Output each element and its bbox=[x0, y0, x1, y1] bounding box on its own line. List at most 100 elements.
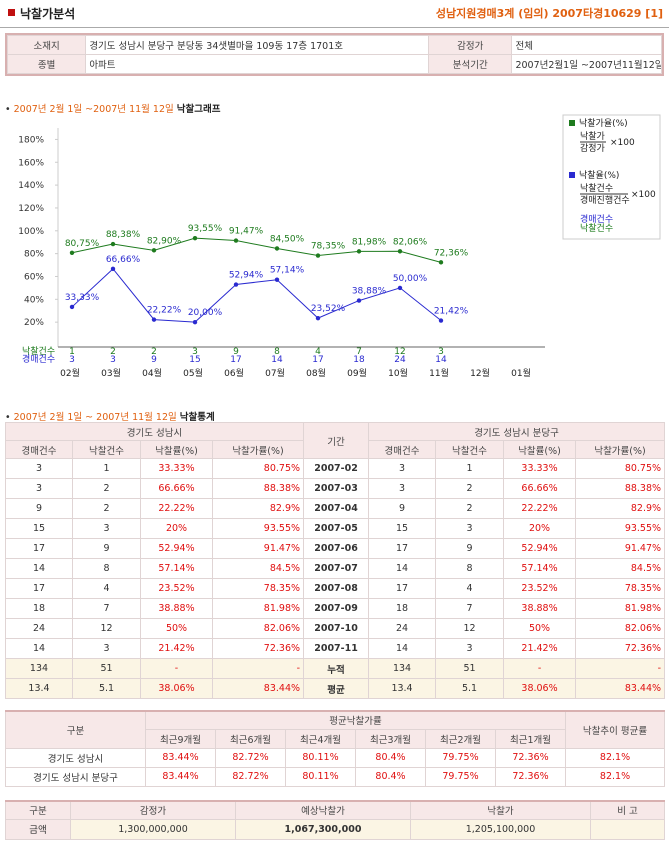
stats-cell: 24 bbox=[368, 618, 437, 639]
stats-cell: 38.88% bbox=[140, 598, 213, 619]
stats-cell: 134 bbox=[368, 658, 437, 679]
stats-cell: 2 bbox=[72, 498, 141, 519]
stats-cell: 13.4 bbox=[5, 678, 73, 699]
y-tick-label: 80% bbox=[24, 250, 44, 260]
legend-numerator: 낙찰가 bbox=[580, 131, 605, 142]
stats-cell: - bbox=[503, 658, 577, 679]
stats-cell: 91.47% bbox=[211, 538, 305, 559]
stats-cell: - bbox=[140, 658, 213, 679]
series-line bbox=[71, 268, 442, 323]
data-label: 33,33% bbox=[65, 293, 100, 303]
stats-cell: 평균 bbox=[303, 678, 370, 699]
column-header: 낙찰가률(%) bbox=[211, 440, 305, 459]
count-value: 3 bbox=[438, 347, 444, 357]
y-tick-label: 20% bbox=[24, 318, 44, 328]
info-label: 종별 bbox=[6, 54, 87, 74]
data-point bbox=[438, 318, 444, 323]
stats-cell: 50% bbox=[503, 618, 577, 639]
stats-row: 9 2 22.22% 82.9% 2007-04 9 2 22.22% 82.9% bbox=[5, 498, 666, 519]
y-tick-label: 160% bbox=[18, 158, 44, 168]
price-header: 예상낙찰가 bbox=[235, 800, 411, 820]
period-header: 기간 bbox=[303, 422, 370, 459]
data-label: 21,42% bbox=[434, 307, 469, 317]
stats-cell: 134 bbox=[5, 658, 73, 679]
count-value: 14 bbox=[271, 355, 283, 365]
stats-cell: 91.47% bbox=[575, 538, 666, 559]
data-point bbox=[151, 248, 157, 253]
x-tick-label: 09월 bbox=[347, 367, 367, 379]
legend-denominator: 경매진행건수 bbox=[580, 194, 630, 206]
avg-cell: 72.36% bbox=[494, 747, 567, 768]
data-label: 22,22% bbox=[147, 306, 182, 316]
stats-cell: 2007-07 bbox=[303, 558, 370, 579]
stats-row: 15 3 20% 93.55% 2007-05 15 3 20% 93.55% bbox=[5, 518, 666, 539]
stats-cell: 81.98% bbox=[575, 598, 666, 619]
price-header: 구분 bbox=[5, 800, 71, 820]
count-value: 9 bbox=[151, 355, 157, 365]
stats-cell: 24 bbox=[5, 618, 73, 639]
stats-cell: - bbox=[211, 658, 305, 679]
stats-cell: 21.42% bbox=[503, 638, 577, 659]
stats-cell: 72.36% bbox=[211, 638, 305, 659]
x-tick-label: 07월 bbox=[265, 367, 285, 379]
legend-denominator: 감정가 bbox=[580, 142, 605, 154]
stats-cell: 3 bbox=[72, 638, 141, 659]
average-table: 구분 평균낙찰가률 낙찰추이 평균률 최근9개월 최근6개월 최근4개월 최근3개월 최근2… bbox=[5, 710, 666, 787]
stats-cell: 83.44% bbox=[575, 678, 666, 699]
stats-row: 3 2 66.66% 88.38% 2007-03 3 2 66.66% 88.38% bbox=[5, 478, 666, 499]
stats-cell: 14 bbox=[5, 558, 73, 579]
info-row: 종별 아파트 분석기간 2007년2월1일 ~2007년11월12일 bbox=[6, 54, 662, 74]
series-line bbox=[71, 237, 442, 263]
info-value: 경기도 성남시 분당구 분당동 34샛별마을 109동 17층 1701호 bbox=[85, 35, 430, 55]
count-value: 12 bbox=[394, 347, 405, 357]
stats-cell: 66.66% bbox=[503, 478, 577, 499]
stats-cell: 7 bbox=[435, 598, 505, 619]
count-row-name: 경매건수 bbox=[22, 353, 55, 365]
data-label: 78,35% bbox=[311, 242, 346, 252]
group-left: 경기도 성남시 bbox=[4, 422, 305, 441]
stats-cell: 93.55% bbox=[575, 518, 666, 539]
stats-cell: 누적 bbox=[303, 658, 370, 679]
stats-title: 낙찰통계 bbox=[179, 412, 215, 423]
stats-cell: 50% bbox=[140, 618, 213, 639]
x-tick-label: 03월 bbox=[101, 367, 121, 379]
x-tick-label: 01월 bbox=[511, 367, 531, 379]
avg-cell: 경기도 성남시 분당구 bbox=[5, 766, 146, 787]
stats-cell: 9 bbox=[72, 538, 141, 559]
stats-cell: 20% bbox=[503, 518, 577, 539]
column-header: 경매건수 bbox=[5, 440, 73, 459]
legend-swatch bbox=[569, 172, 575, 178]
stats-row: 17 9 52.94% 91.47% 2007-06 17 9 52.94% 91.47% bbox=[5, 538, 666, 559]
data-point bbox=[356, 249, 362, 254]
data-point bbox=[274, 246, 280, 251]
avg-label: 구분 bbox=[5, 710, 146, 749]
data-point bbox=[192, 319, 198, 325]
stats-cell: 14 bbox=[368, 638, 437, 659]
legend-box bbox=[562, 114, 661, 240]
stats-cell: 80.75% bbox=[211, 458, 305, 479]
data-label: 88,38% bbox=[106, 230, 141, 240]
count-value: 17 bbox=[230, 355, 241, 365]
avg-cell: 80.11% bbox=[285, 747, 356, 768]
count-value: 3 bbox=[69, 355, 75, 365]
graph-title: 낙찰그래프 bbox=[176, 104, 221, 115]
avg-column: 최근4개월 bbox=[285, 728, 356, 749]
stats-cell: 5.1 bbox=[435, 678, 505, 699]
data-point bbox=[315, 315, 321, 321]
data-label: 91,47% bbox=[229, 227, 264, 237]
group-right: 경기도 성남시 분당구 bbox=[368, 422, 666, 441]
data-point bbox=[233, 282, 239, 287]
data-point bbox=[397, 285, 403, 291]
stats-cell: 80.75% bbox=[575, 458, 666, 479]
stats-cell: 33.33% bbox=[503, 458, 577, 479]
count-value: 24 bbox=[394, 355, 406, 365]
stats-cell: 17 bbox=[368, 538, 437, 559]
stats-cell: 12 bbox=[72, 618, 141, 639]
stats-cell: 2 bbox=[72, 478, 141, 499]
info-value: 2007년2월1일 ~2007년11월12일 bbox=[511, 54, 662, 74]
stats-cell: 88.38% bbox=[211, 478, 305, 499]
stats-cell: 23.52% bbox=[503, 578, 577, 599]
data-point bbox=[192, 235, 198, 241]
price-cell: 금액 bbox=[5, 818, 71, 840]
stats-cell: 72.36% bbox=[575, 638, 666, 659]
